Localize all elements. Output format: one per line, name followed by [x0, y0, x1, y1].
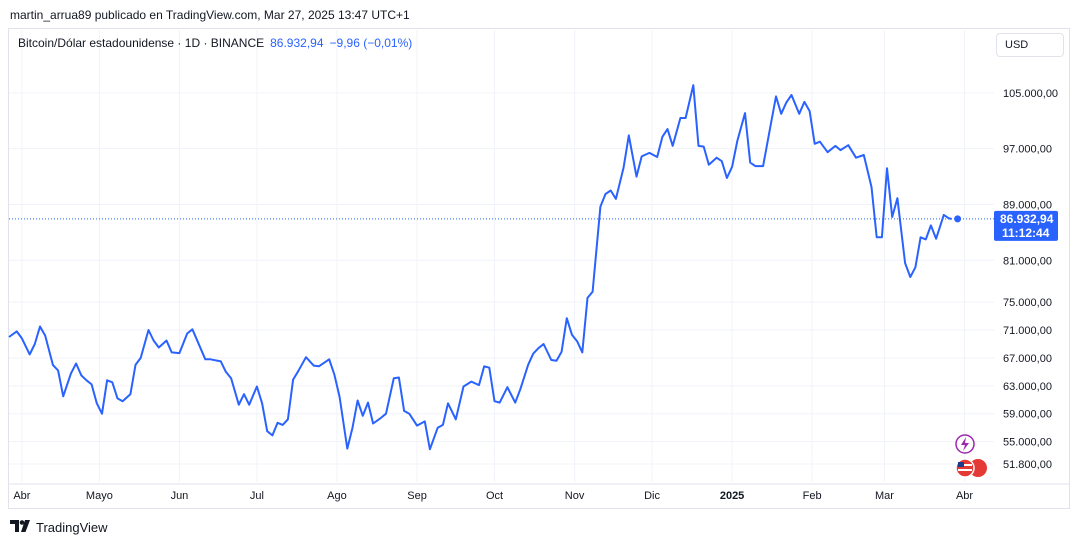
tradingview-logo-icon [10, 519, 32, 535]
footer-brand-label: TradingView [36, 519, 108, 535]
x-tick-label: Abr [13, 490, 30, 502]
price-series-line[interactable] [8, 84, 952, 451]
x-tick-label: 2025 [720, 490, 744, 502]
symbol-label[interactable]: Bitcoin/Dólar estadounidense · 1D · BINA… [18, 36, 265, 50]
us-flag-stripe [958, 464, 972, 466]
x-tick-label: Jun [171, 490, 189, 502]
currency-button[interactable]: USD [996, 33, 1064, 57]
x-tick-label: Mayo [86, 490, 113, 502]
x-tick-label: Oct [486, 490, 503, 502]
y-tick-label: 67.000,00 [1003, 353, 1052, 365]
chart-frame [8, 28, 1070, 509]
legend-price: 86.932,94 [270, 36, 324, 50]
last-price-tag[interactable] [994, 210, 1058, 241]
y-tick-label: 89.000,00 [1003, 199, 1052, 211]
x-tick-label: Mar [875, 490, 894, 502]
y-tick-label: 81.000,00 [1003, 255, 1052, 267]
y-tick-label: 71.000,00 [1003, 325, 1052, 337]
x-tick-label: Nov [565, 490, 585, 502]
legend-change: −9,96 (−0,01%) [329, 36, 413, 50]
last-price-tag-value: 86.932,94 [1000, 212, 1054, 226]
y-tick-label: 97.000,00 [1003, 144, 1052, 156]
x-tick-label: Sep [407, 490, 427, 502]
us-flag-stripe [958, 469, 972, 471]
y-tick-label: 75.000,00 [1003, 297, 1052, 309]
us-flag-icon[interactable] [955, 458, 975, 478]
x-tick-label: Jul [250, 490, 264, 502]
footer-brand[interactable]: TradingView [10, 519, 108, 535]
lightning-icon-glyph [961, 437, 969, 451]
y-tick-label: 55.000,00 [1003, 437, 1052, 449]
y-tick-label: 59.000,00 [1003, 409, 1052, 421]
chart-legend: Bitcoin/Dólar estadounidense · 1D · BINA… [18, 36, 412, 50]
x-tick-label: Abr [956, 490, 973, 502]
x-tick-label: Ago [327, 490, 347, 502]
last-price-marker [954, 215, 962, 223]
x-tick-label: Feb [803, 490, 822, 502]
y-tick-label: 105.000,00 [1003, 88, 1058, 100]
x-tick-label: Dic [644, 490, 660, 502]
y-tick-label: 63.000,00 [1003, 381, 1052, 393]
last-price-countdown: 11:12:44 [1002, 226, 1050, 240]
y-tick-label: 51.800,00 [1003, 459, 1052, 471]
publisher-byline: martin_arrua89 publicado en TradingView.… [10, 8, 410, 22]
us-flag-canton [958, 462, 964, 467]
